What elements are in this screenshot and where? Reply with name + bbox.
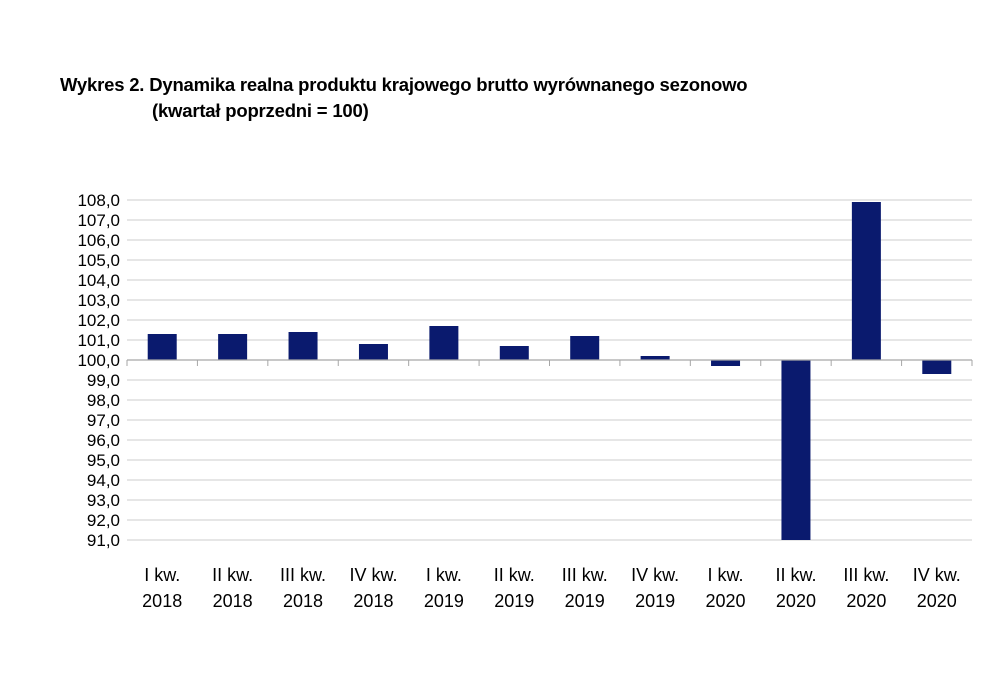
y-tick-label: 101,0 xyxy=(77,331,120,350)
x-tick-label: I kw. 2019 xyxy=(424,565,464,611)
bar xyxy=(922,360,952,374)
x-tick-label: IV kw. 2018 xyxy=(349,565,397,611)
bar xyxy=(288,332,318,360)
bar xyxy=(781,360,811,540)
x-tick-label: IV kw. 2019 xyxy=(631,565,679,611)
x-tick-label: I kw. 2020 xyxy=(706,565,746,611)
x-tick-label: III kw. 2020 xyxy=(843,565,889,611)
y-tick-label: 107,0 xyxy=(77,211,120,230)
y-tick-label: 92,0 xyxy=(87,511,120,530)
bars xyxy=(147,202,952,540)
y-tick-label: 91,0 xyxy=(87,531,120,550)
chart-title-line2: (kwartał poprzedni = 100) xyxy=(152,100,369,121)
chart-title: Wykres 2. Dynamika realna produktu krajo… xyxy=(60,72,748,124)
bar xyxy=(358,344,388,360)
y-tick-label: 95,0 xyxy=(87,451,120,470)
bar xyxy=(851,202,881,360)
y-tick-label: 100,0 xyxy=(77,351,120,370)
bar xyxy=(429,326,459,360)
axes xyxy=(126,359,973,366)
x-tick-label: II kw. 2018 xyxy=(212,565,253,611)
bar xyxy=(711,360,741,366)
bar xyxy=(218,334,248,360)
y-tick-label: 98,0 xyxy=(87,391,120,410)
y-tick-label: 104,0 xyxy=(77,271,120,290)
bar xyxy=(499,346,529,360)
y-tick-label: 99,0 xyxy=(87,371,120,390)
x-tick-label: III kw. 2018 xyxy=(280,565,326,611)
y-tick-label: 103,0 xyxy=(77,291,120,310)
x-tick-label: III kw. 2019 xyxy=(562,565,608,611)
y-tick-label: 93,0 xyxy=(87,491,120,510)
y-tick-label: 94,0 xyxy=(87,471,120,490)
x-tick-labels: I kw. 2018 II kw. 2018 III kw. 2018 IV kw. 2018… xyxy=(142,565,961,611)
y-tick-label: 106,0 xyxy=(77,231,120,250)
y-tick-label: 97,0 xyxy=(87,411,120,430)
bar xyxy=(640,356,670,360)
y-tick-label: 108,0 xyxy=(77,191,120,210)
gridlines xyxy=(127,199,972,541)
chart-title-line1: Wykres 2. Dynamika realna produktu krajo… xyxy=(60,74,748,95)
x-tick-label: I kw. 2018 xyxy=(142,565,182,611)
y-tick-label: 96,0 xyxy=(87,431,120,450)
bar xyxy=(147,334,177,360)
x-tick-label: IV kw. 2020 xyxy=(913,565,961,611)
y-tick-label: 102,0 xyxy=(77,311,120,330)
y-tick-label: 105,0 xyxy=(77,251,120,270)
y-tick-labels: 91,092,093,094,095,096,097,098,099,0100,… xyxy=(77,191,120,550)
x-tick-label: II kw. 2019 xyxy=(494,565,535,611)
x-tick-label: II kw. 2020 xyxy=(775,565,816,611)
bar xyxy=(570,336,600,360)
